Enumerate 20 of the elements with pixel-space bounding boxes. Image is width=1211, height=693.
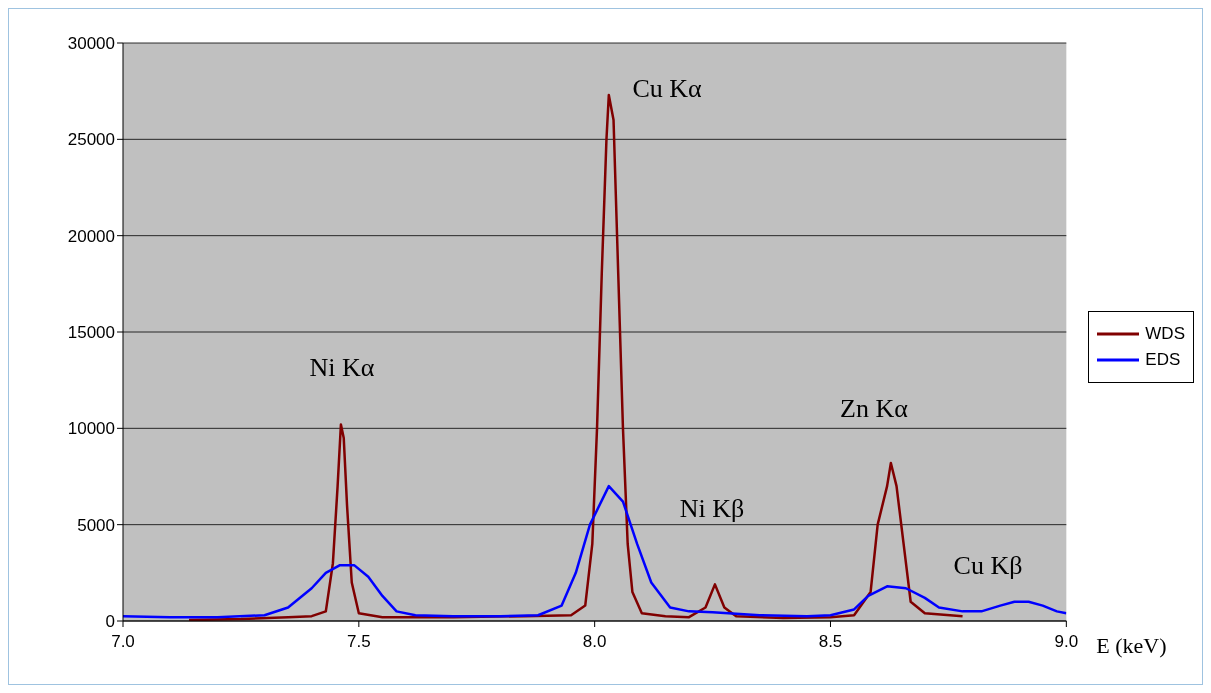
legend-label: WDS xyxy=(1145,323,1185,344)
x-tick-label: 8.5 xyxy=(818,632,843,652)
annotation: Zn Kα xyxy=(840,394,908,424)
legend-label: EDS xyxy=(1145,349,1181,370)
y-tick-label: 20000 xyxy=(67,226,115,246)
x-tick-label: 8.0 xyxy=(582,632,607,652)
y-tick-label: 25000 xyxy=(67,130,115,150)
annotation: Cu Kβ xyxy=(953,551,1023,581)
x-tick-label: 7.5 xyxy=(347,632,371,652)
annotation: Ni Kα xyxy=(309,353,375,383)
y-tick-label: 10000 xyxy=(67,419,115,439)
x-axis-title: E (keV) xyxy=(1096,632,1167,658)
annotation: Ni Kβ xyxy=(679,494,745,524)
annotation: Cu Kα xyxy=(632,74,702,104)
y-tick-label: 30000 xyxy=(67,34,115,54)
y-tick-label: 5000 xyxy=(77,515,115,535)
y-tick-label: 0 xyxy=(105,612,115,632)
y-tick-label: 15000 xyxy=(67,323,115,343)
x-tick-label: 7.0 xyxy=(111,632,135,652)
x-tick-label: 9.0 xyxy=(1054,632,1079,652)
